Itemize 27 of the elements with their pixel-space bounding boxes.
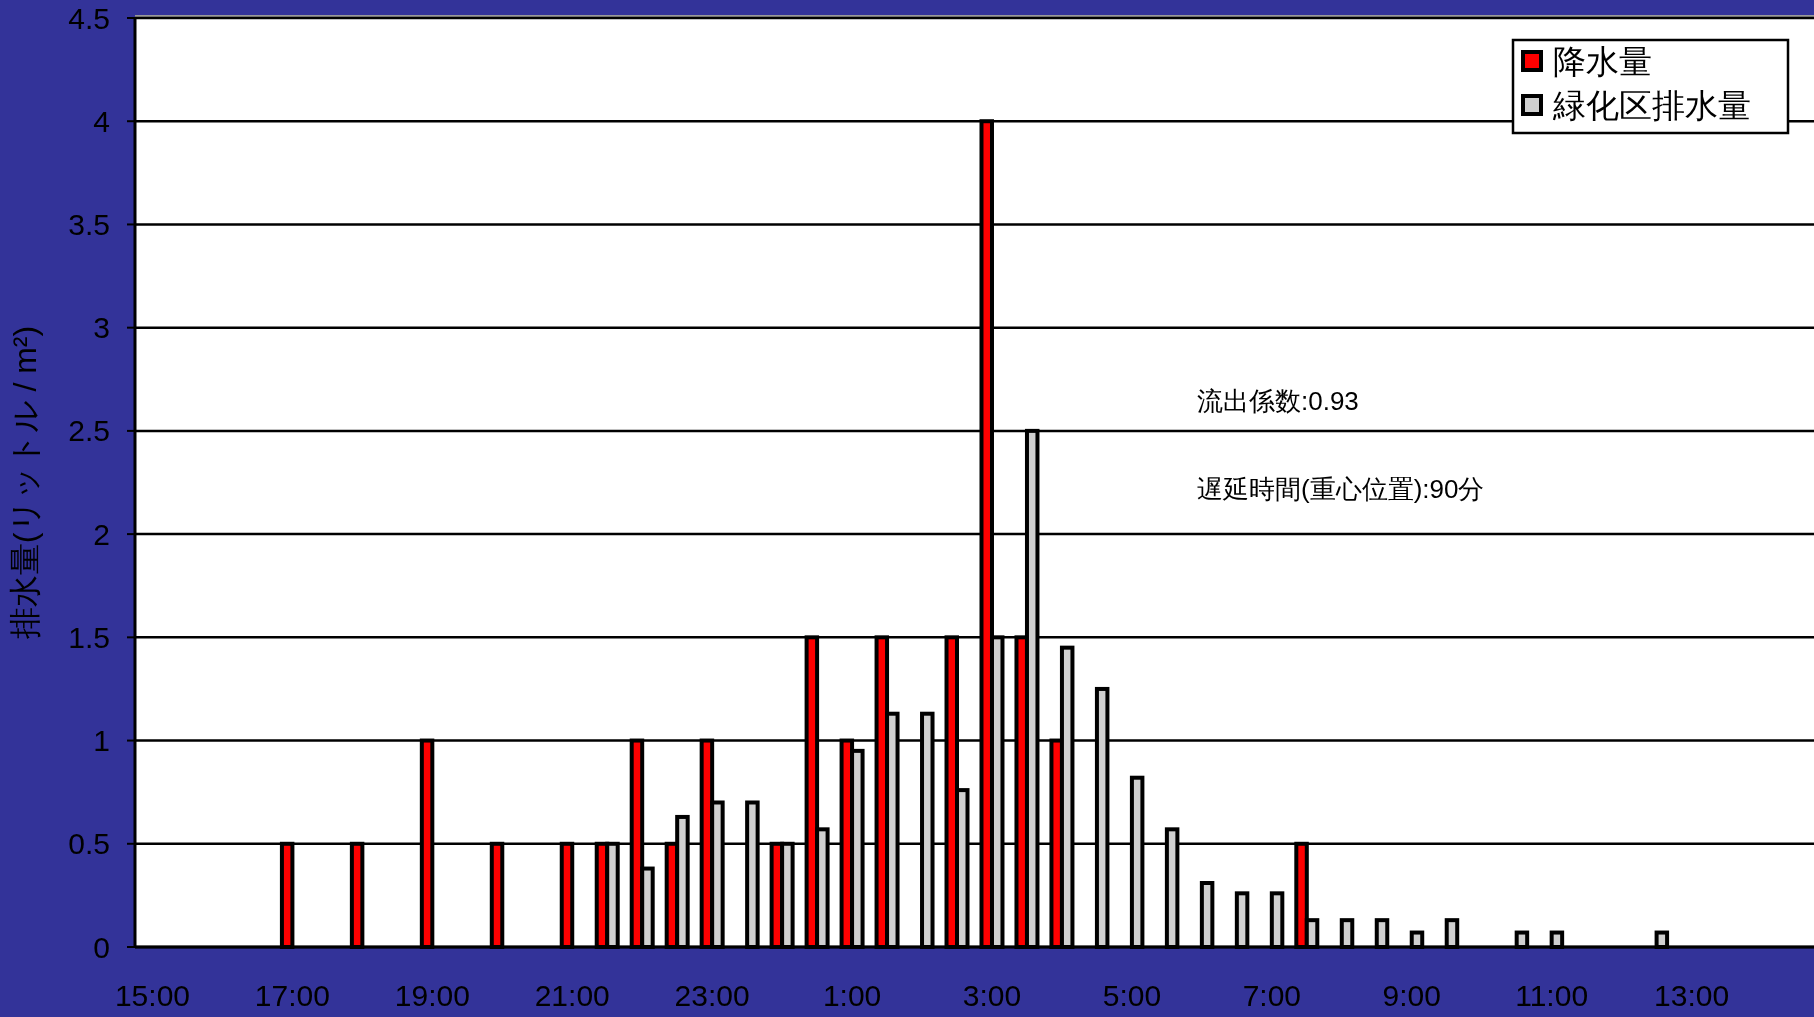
x-tick-label: 19:00 [394,979,470,1012]
y-tick-label: 3 [93,311,110,345]
x-tick-label: 23:00 [674,979,750,1012]
y-tick-label: 4 [93,104,110,138]
x-tick-label: 9:00 [1382,979,1441,1012]
x-tick-label: 7:00 [1242,979,1302,1012]
y-tick-label: 3.5 [68,207,110,241]
y-tick-label: 0 [93,930,110,964]
x-tick-label: 17:00 [254,979,330,1012]
x-tick-label: 1:00 [822,979,882,1012]
y-tick-label: 1 [93,724,110,758]
y-tick-label: 0.5 [68,827,110,861]
x-tick-label: 15:00 [114,979,191,1012]
x-tick-label: 11:00 [1515,979,1589,1012]
x-tick-label: 5:00 [1102,979,1162,1012]
legend-label: 降水量 [1553,43,1652,80]
y-tick-label: 1.5 [68,620,110,654]
y-tick-label: 2 [93,517,110,551]
x-tick-label: 13:00 [1654,979,1730,1012]
annotation: 流出係数:0.93 [1197,386,1359,416]
legend-label: 緑化区排水量 [1552,87,1751,124]
annotation: 遅延時間(重心位置):90分 [1197,474,1485,504]
y-tick-label: 2.5 [68,414,110,448]
x-tick-label: 21:00 [534,979,610,1012]
y-tick-label: 4.5 [68,1,110,35]
y-axis-title: 排水量(リットル / m²) [7,325,43,640]
x-tick-label: 3:00 [962,979,1022,1012]
